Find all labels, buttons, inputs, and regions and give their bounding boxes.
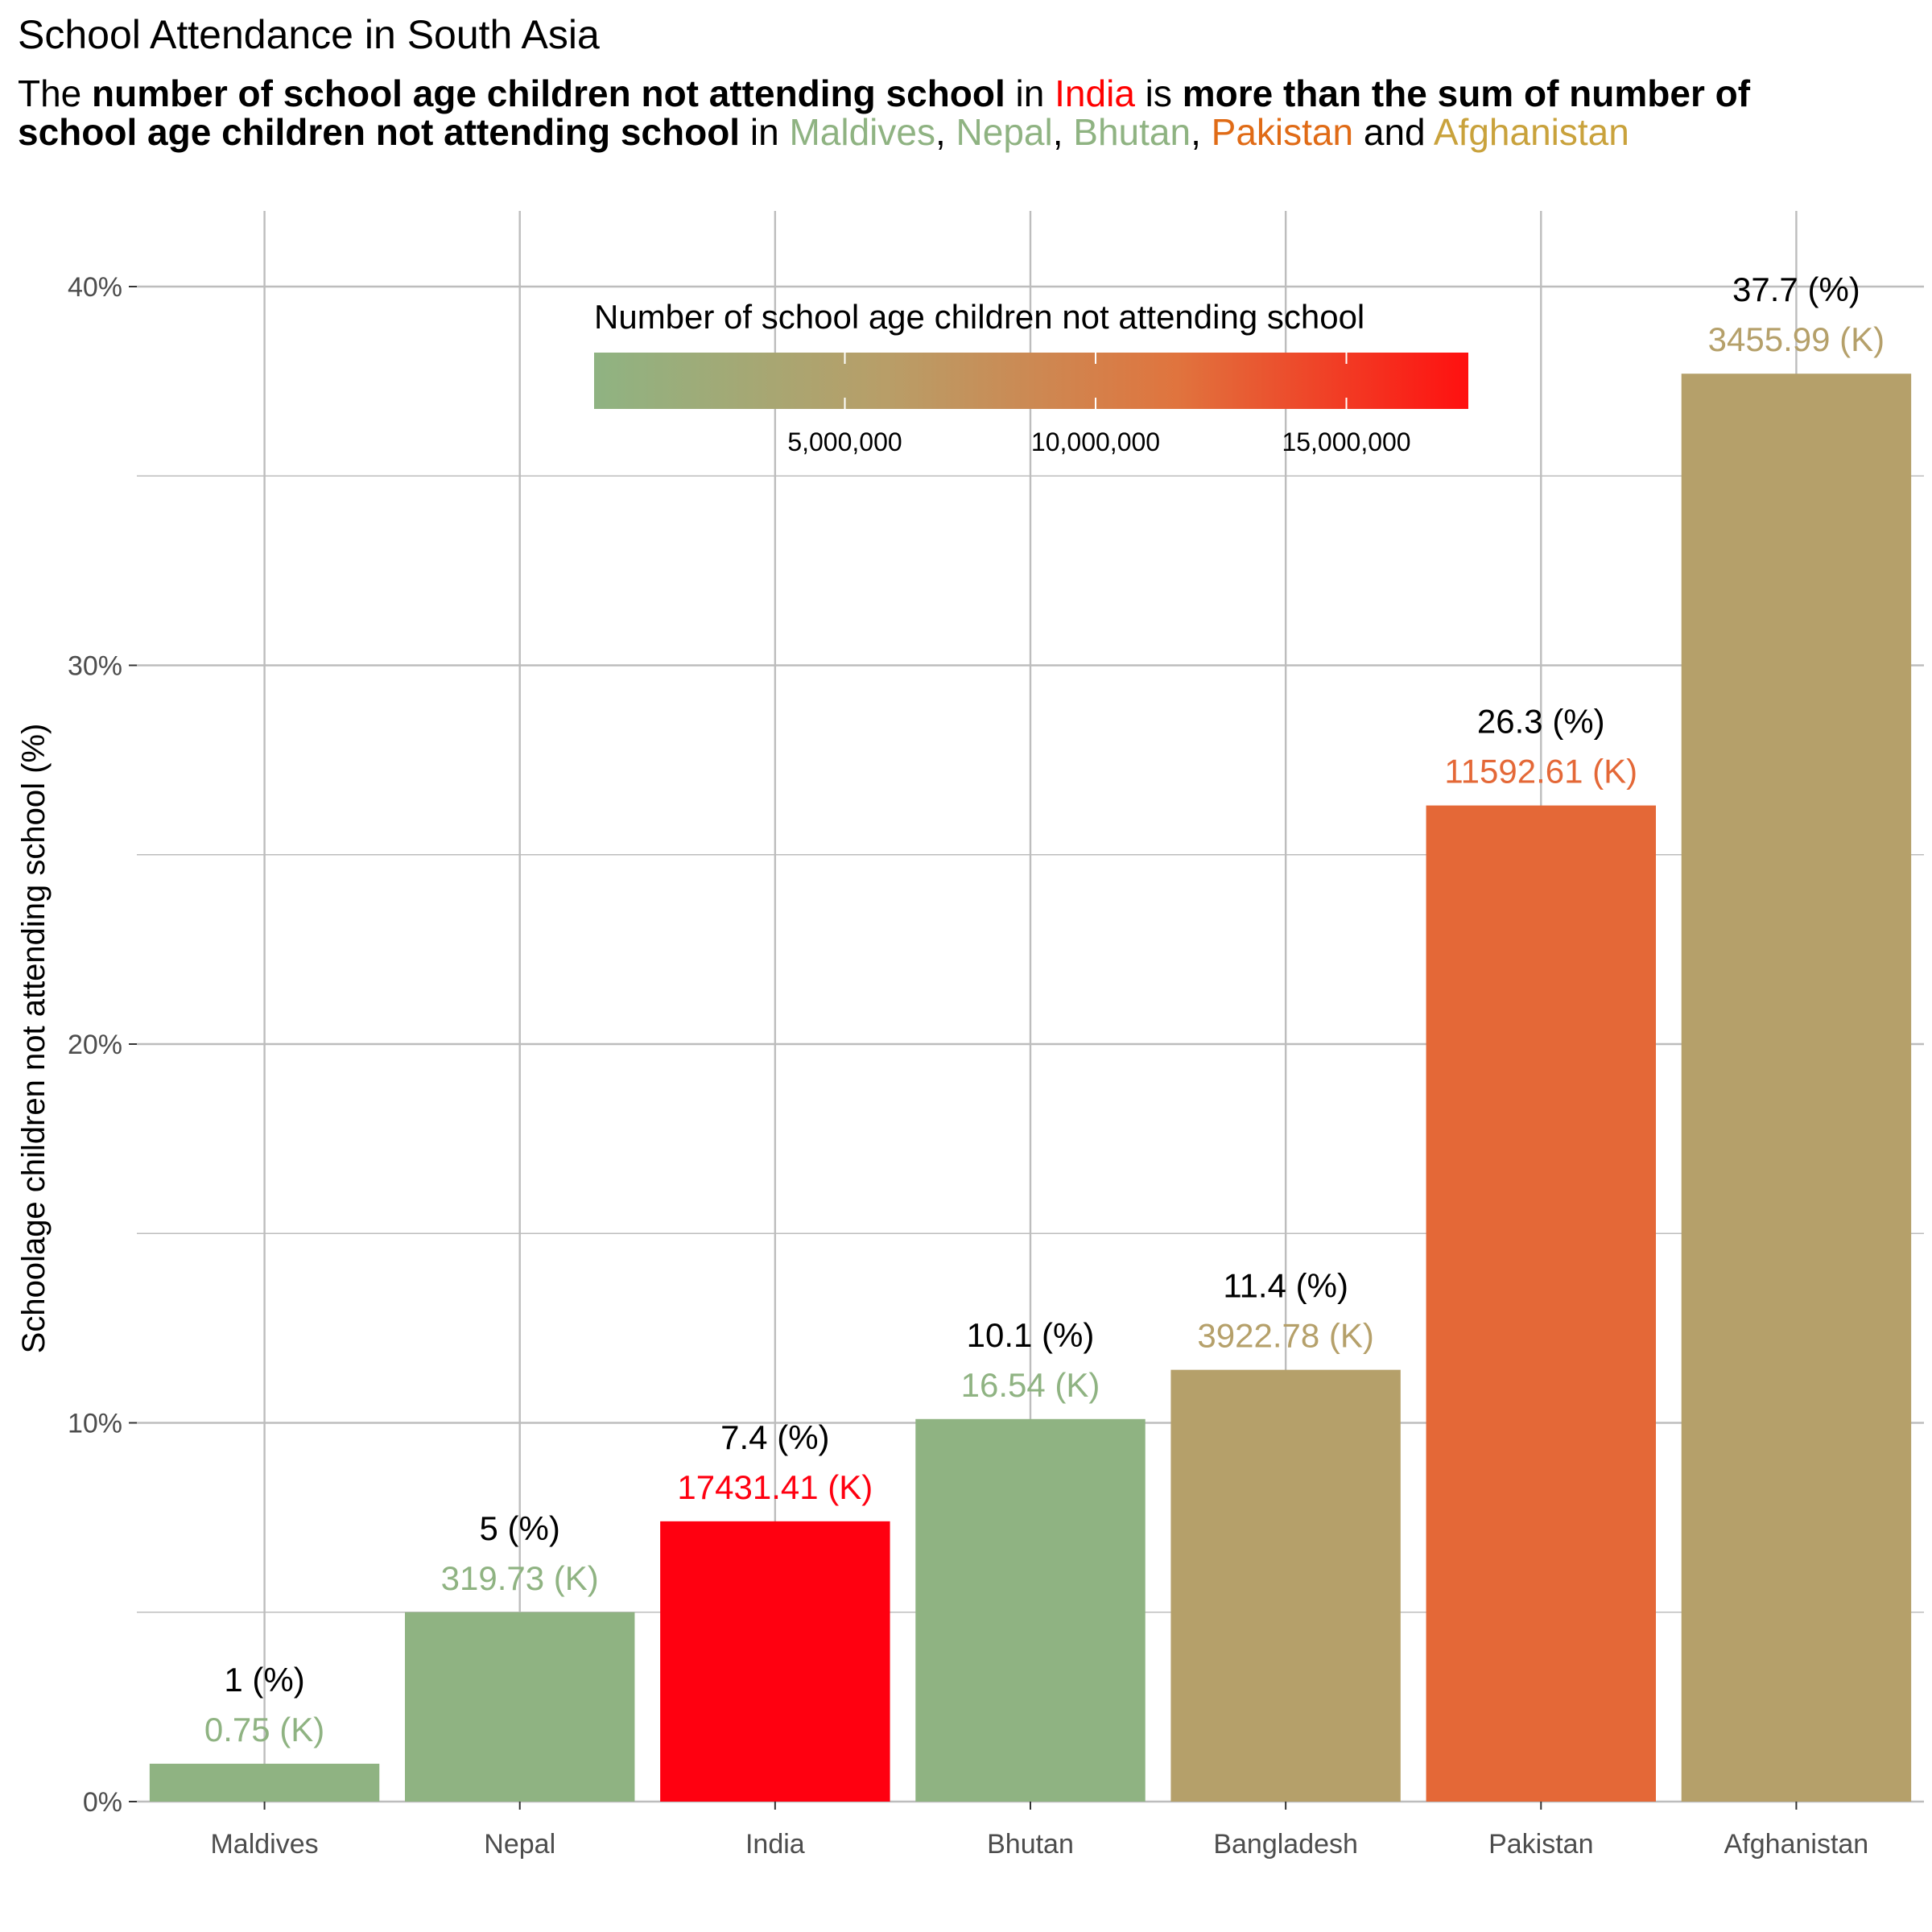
x-tick-label: Nepal	[484, 1829, 555, 1860]
x-tick-label: Bangladesh	[1213, 1829, 1358, 1860]
subtitle-segment: is	[1134, 72, 1183, 114]
count-label: 11592.61 (K)	[1444, 753, 1637, 791]
legend-title: Number of school age children not attend…	[594, 298, 1364, 336]
count-label: 3922.78 (K)	[1197, 1317, 1373, 1355]
bar-india	[660, 1521, 890, 1802]
bar-nepal	[405, 1612, 635, 1802]
count-label: 3455.99 (K)	[1708, 320, 1885, 358]
x-tick-label: Pakistan	[1488, 1829, 1593, 1860]
y-axis-title: Schoolage children not attending school …	[16, 724, 52, 1354]
bar-bhutan	[915, 1418, 1146, 1802]
bar-afghanistan	[1681, 374, 1912, 1802]
chart-subtitle: The number of school age children not at…	[18, 74, 1869, 151]
data-labels: 0.75 (K) 1 (%) 319.73 (K) 5 (%) 17431.41 (K)…	[204, 270, 1885, 1748]
bar-pakistan	[1426, 805, 1656, 1802]
percent-label: 10.1 (%)	[967, 1316, 1095, 1354]
subtitle-segment: in	[740, 111, 790, 153]
percent-label: 7.4 (%)	[720, 1418, 829, 1456]
chart-title: School Attendance in South Asia	[18, 12, 600, 57]
y-tick-label: 10%	[68, 1409, 122, 1439]
count-label: 16.54 (K)	[961, 1366, 1100, 1404]
percent-label: 26.3 (%)	[1477, 703, 1605, 741]
axes: 0% 10% 20% 30% 40% Maldives Nepal India Bhutan Ba…	[68, 272, 1868, 1860]
x-tick-label: Maldives	[210, 1829, 318, 1860]
subtitle-segment: Maldives	[789, 111, 935, 153]
legend-tick-label: 10,000,000	[1031, 427, 1160, 456]
bars	[149, 374, 1912, 1802]
legend-tick-label: 15,000,000	[1282, 427, 1410, 456]
subtitle-segment: Nepal	[956, 111, 1053, 153]
subtitle-segment: ,	[935, 111, 956, 153]
subtitle-segment: Pakistan	[1211, 111, 1354, 153]
y-tick-label: 40%	[68, 272, 122, 303]
percent-label: 11.4 (%)	[1223, 1267, 1348, 1305]
percent-label: 5 (%)	[480, 1509, 560, 1547]
percent-label: 37.7 (%)	[1732, 270, 1860, 308]
x-tick-label: Afghanistan	[1724, 1829, 1869, 1860]
y-tick-label: 0%	[83, 1787, 122, 1818]
x-tick-label: Bhutan	[987, 1829, 1074, 1860]
subtitle-segment: ,	[1052, 111, 1074, 153]
y-tick-label: 30%	[68, 651, 122, 682]
subtitle-segment: The	[18, 72, 93, 114]
subtitle-segment: ,	[1191, 111, 1212, 153]
legend-colorbar	[594, 353, 1468, 409]
count-label: 17431.41 (K)	[677, 1468, 873, 1506]
subtitle-segment: number of school age children not attend…	[92, 72, 1005, 114]
subtitle-segment: in	[1005, 72, 1055, 114]
subtitle-segment: Bhutan	[1073, 111, 1191, 153]
count-label: 0.75 (K)	[204, 1711, 324, 1748]
x-tick-label: India	[745, 1829, 805, 1860]
bar-maldives	[149, 1763, 380, 1802]
subtitle-segment: and	[1353, 111, 1434, 153]
y-tick-label: 20%	[68, 1030, 122, 1060]
bar-bangladesh	[1170, 1369, 1401, 1802]
legend-tick-label: 5,000,000	[787, 427, 902, 456]
legend: Number of school age children not attend…	[594, 298, 1468, 456]
subtitle-segment: more than the sum of number of school ag…	[18, 72, 1751, 153]
count-label: 319.73 (K)	[441, 1559, 599, 1597]
subtitle-segment: Afghanistan	[1433, 111, 1629, 153]
subtitle-segment: India	[1055, 72, 1135, 114]
percent-label: 1 (%)	[224, 1661, 304, 1699]
